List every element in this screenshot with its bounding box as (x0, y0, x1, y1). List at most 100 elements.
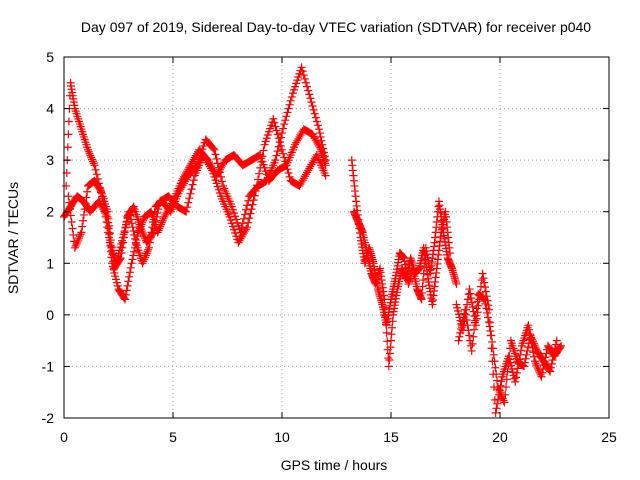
data-point (76, 230, 85, 239)
data-point (122, 286, 131, 295)
x-tick-label: 20 (492, 429, 508, 445)
data-point (139, 230, 148, 239)
data-point (465, 285, 474, 294)
data-point (480, 278, 489, 287)
data-point (271, 122, 280, 131)
data-point (312, 117, 321, 126)
data-point (103, 207, 112, 216)
data-point (72, 239, 81, 248)
data-point (479, 294, 488, 303)
data-point (501, 390, 510, 399)
data-point (499, 396, 508, 405)
data-point (279, 124, 288, 133)
data-point (254, 175, 263, 184)
data-point (148, 229, 157, 238)
data-point (79, 210, 88, 219)
data-point (124, 277, 133, 286)
data-point (84, 147, 93, 156)
data-point (470, 318, 479, 327)
data-point (463, 295, 472, 304)
y-tick-label: -1 (42, 358, 55, 374)
data-point (154, 226, 163, 235)
data-point (528, 337, 537, 346)
data-point (189, 176, 198, 185)
data-point (278, 129, 286, 138)
data-point (74, 236, 83, 245)
data-point (528, 335, 537, 344)
data-point (469, 332, 478, 341)
data-point (455, 332, 464, 341)
data-point (242, 205, 251, 214)
data-point (257, 158, 266, 167)
series-track-E (349, 207, 454, 371)
axis-ticks (63, 56, 610, 419)
data-point (548, 355, 557, 364)
data-point (280, 120, 289, 129)
data-point (488, 344, 497, 353)
data-point (536, 370, 545, 379)
y-axis-label: SDTVAR / TECUs (5, 182, 21, 294)
data-point (313, 121, 322, 130)
data-point (152, 212, 161, 221)
data-point (529, 339, 538, 348)
data-point (243, 223, 252, 232)
data-point (550, 348, 559, 357)
data-point (534, 366, 543, 375)
data-point (531, 359, 540, 368)
data-point (155, 201, 164, 210)
data-point (115, 255, 124, 264)
x-tick-label: 5 (169, 429, 177, 445)
data-point (116, 254, 125, 263)
data-point (467, 346, 476, 355)
data-point (301, 78, 310, 87)
data-point (524, 343, 533, 352)
y-tick-labels: -2 -1 0 1 2 3 4 5 (42, 49, 55, 426)
data-point (512, 368, 521, 377)
data-point (483, 308, 492, 317)
data-point (242, 225, 251, 234)
data-point (492, 404, 501, 413)
data-point (151, 220, 160, 229)
data-point (485, 322, 494, 331)
data-point (239, 214, 248, 223)
data-point (83, 187, 92, 196)
data-point (63, 143, 72, 152)
data-point (151, 216, 160, 225)
data-point (143, 247, 152, 256)
data-point (282, 112, 291, 121)
data-point (80, 205, 89, 214)
data-point (284, 169, 293, 178)
data-point (119, 233, 128, 242)
data-point (516, 346, 525, 355)
y-tick-label: 4 (46, 101, 54, 117)
data-point (489, 350, 498, 359)
data-point (502, 375, 511, 384)
data-point (69, 230, 78, 239)
data-point (137, 225, 146, 234)
data-point (454, 336, 463, 345)
data-point (182, 207, 191, 216)
data-point (456, 328, 465, 337)
data-point (283, 165, 292, 174)
data-point (256, 163, 265, 172)
data-point (145, 243, 154, 252)
data-point (272, 126, 281, 135)
data-point (91, 165, 100, 174)
data-point (471, 311, 480, 320)
data-point (303, 82, 312, 91)
data-point (273, 130, 282, 139)
data-point (75, 232, 84, 241)
data-point (281, 157, 290, 166)
x-tick-label: 0 (60, 429, 68, 445)
data-point (244, 196, 253, 205)
x-tick-labels: 0 5 10 15 20 25 (60, 429, 617, 445)
data-point (248, 200, 257, 209)
data-point (460, 309, 469, 318)
data-point (142, 249, 151, 258)
data-point (258, 152, 267, 161)
data-point (118, 243, 127, 252)
data-point (280, 153, 289, 162)
y-tick-label: 2 (46, 204, 54, 220)
data-point (62, 181, 71, 190)
data-point (304, 86, 313, 95)
